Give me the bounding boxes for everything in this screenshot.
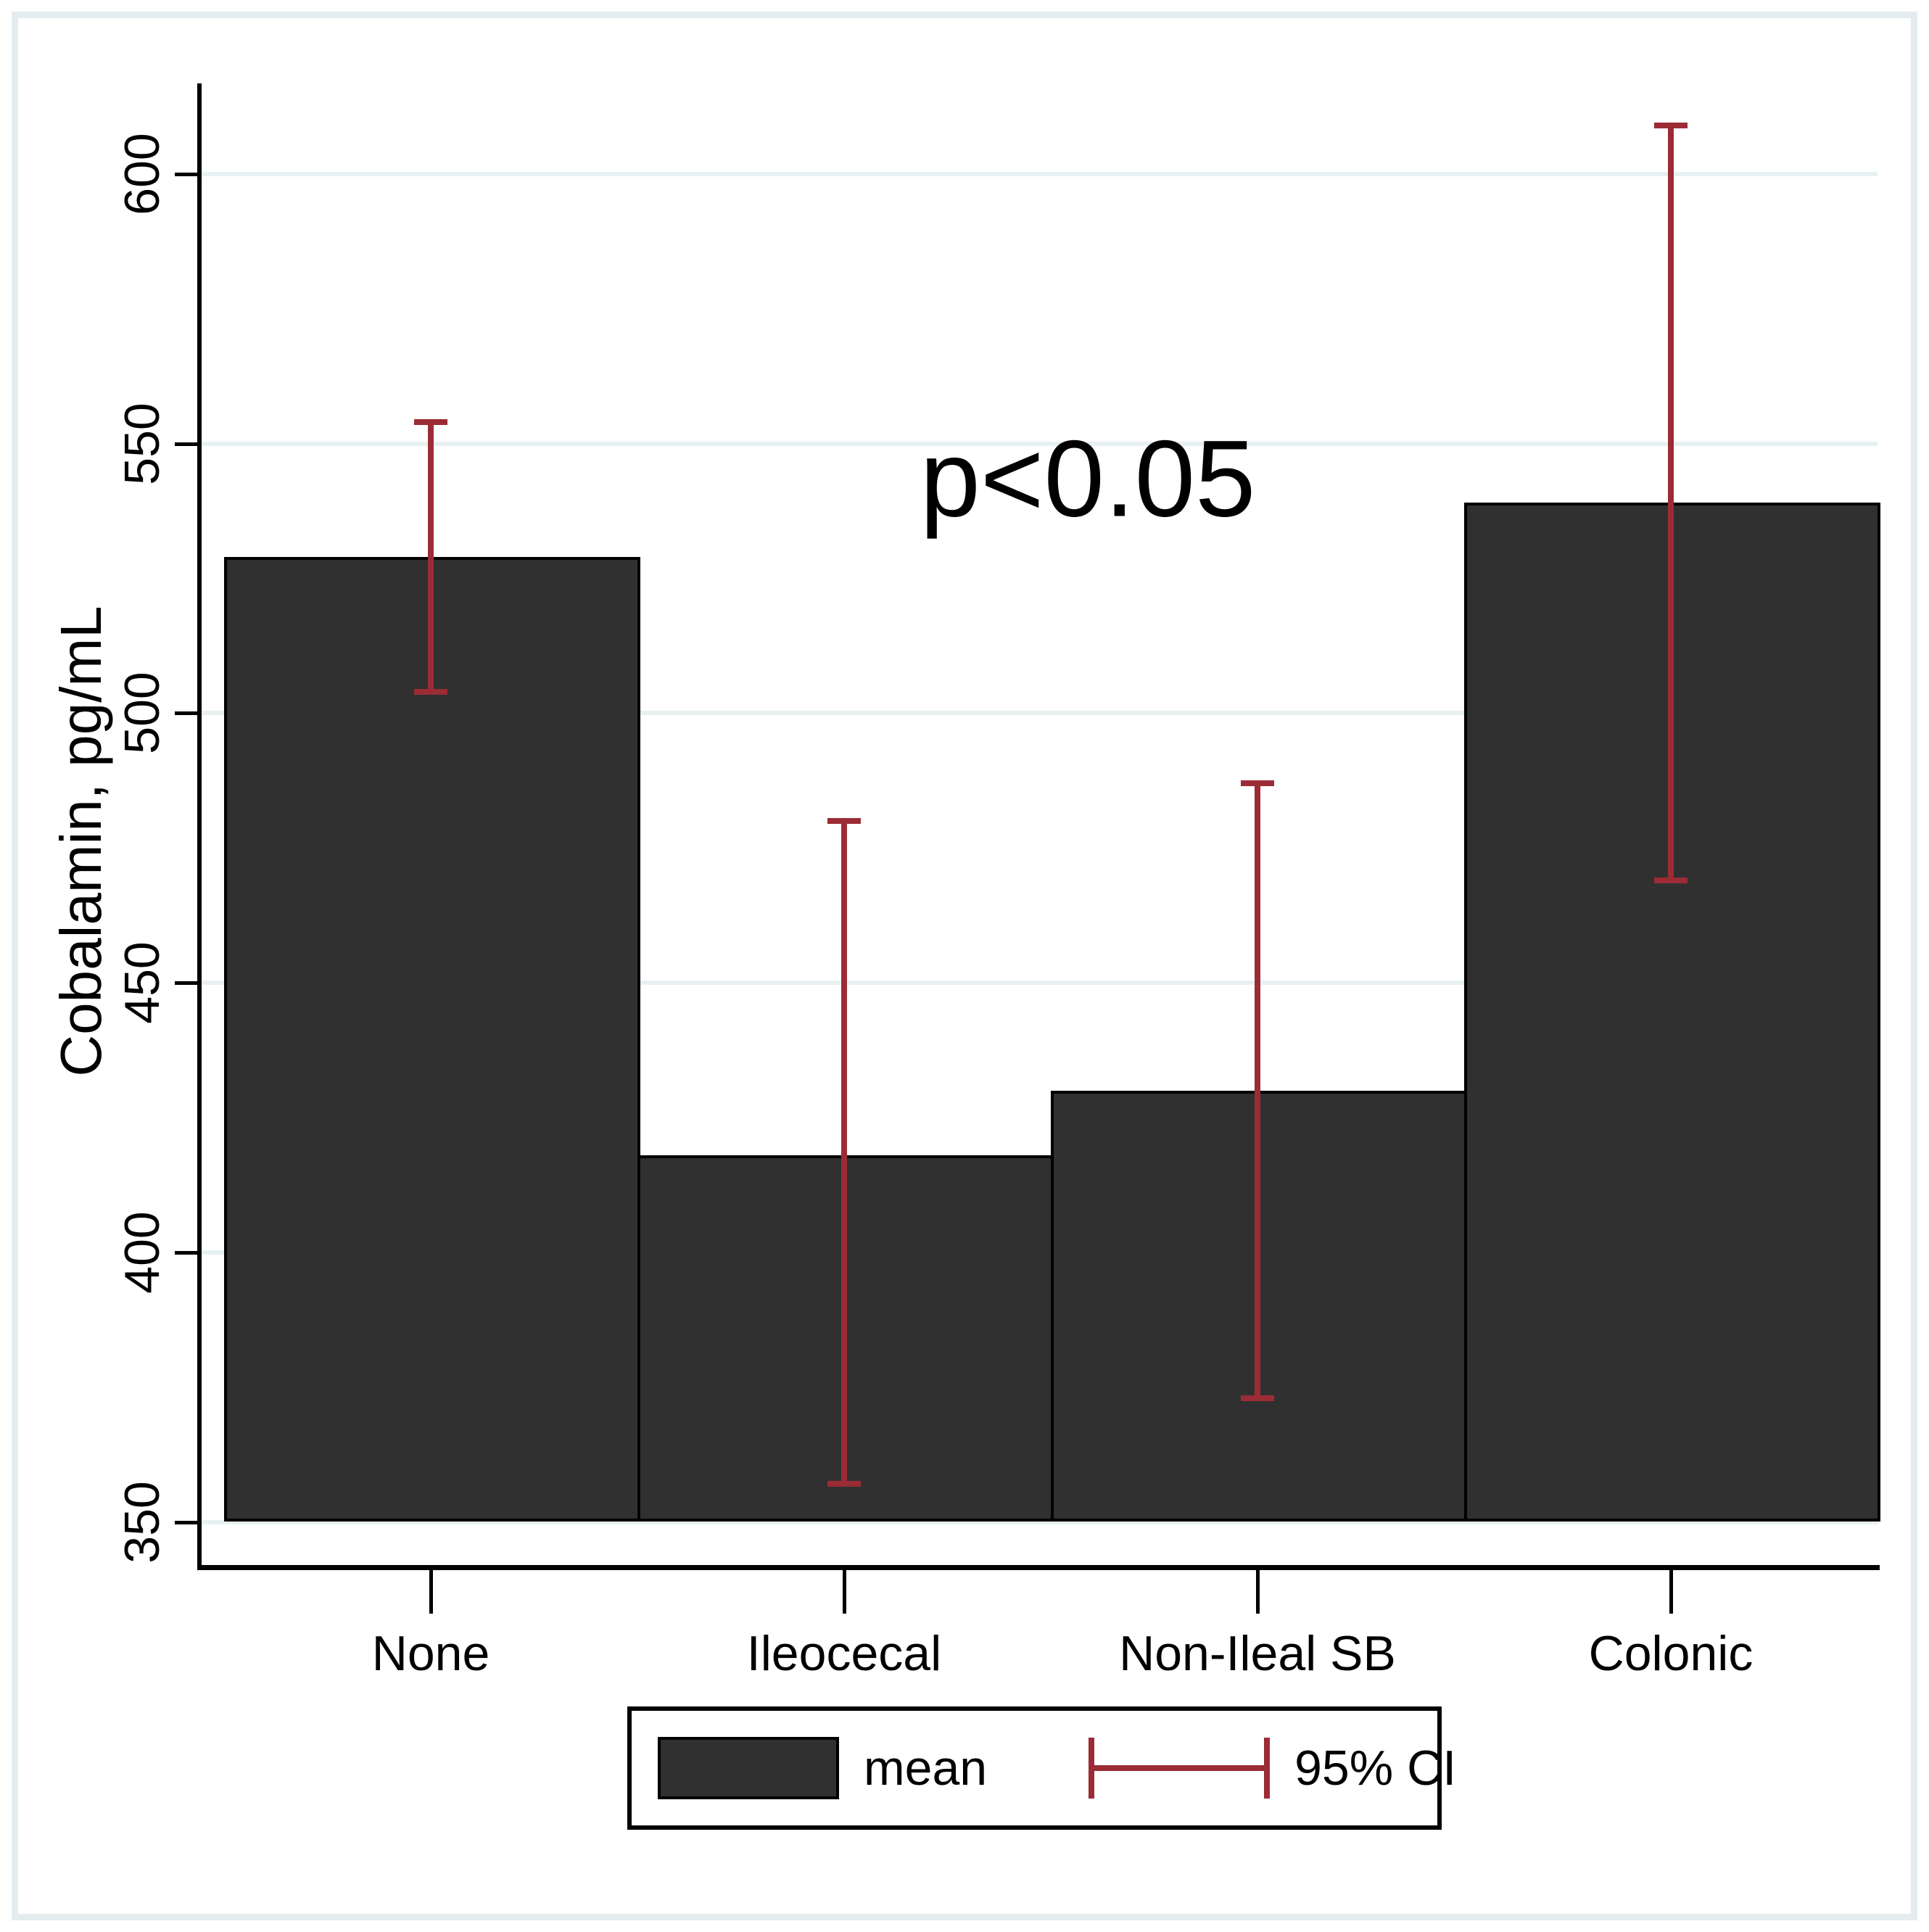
y-tick-600	[175, 173, 201, 176]
p-value-annotation: p<0.05	[920, 417, 1256, 540]
y-tick-label-550: 550	[115, 402, 170, 485]
y-tick-label-350: 350	[115, 1480, 170, 1564]
y-tick-label-400: 400	[115, 1211, 170, 1294]
legend-ci-line	[1089, 1765, 1271, 1771]
x-tick-colonic	[1669, 1570, 1673, 1614]
legend-mean-label: mean	[864, 1741, 988, 1796]
x-tick-non-ileal-sb	[1256, 1570, 1260, 1614]
gridline-600	[201, 172, 1878, 176]
x-tick-label-none: None	[371, 1626, 490, 1681]
y-tick-500	[175, 711, 201, 716]
y-tick-label-450: 450	[115, 941, 170, 1024]
error-bar-top-cap-colonic	[1654, 123, 1688, 129]
error-bar-bottom-cap-non-ileal-sb	[1241, 1395, 1274, 1401]
legend-ci-label: 95% CI	[1294, 1741, 1457, 1796]
x-tick-ileocecal	[843, 1570, 846, 1614]
y-tick-400	[175, 1250, 201, 1255]
error-bar-top-cap-ileocecal	[827, 818, 861, 825]
y-tick-350	[175, 1520, 201, 1524]
bar-none	[224, 556, 640, 1522]
x-tick-none	[429, 1570, 433, 1614]
gridline-350	[201, 1519, 1878, 1524]
x-tick-label-colonic: Colonic	[1588, 1626, 1754, 1681]
error-bar-stem-non-ileal-sb	[1255, 783, 1260, 1398]
error-bar-top-cap-none	[414, 418, 447, 425]
y-tick-label-500: 500	[115, 672, 170, 755]
error-bar-bottom-cap-none	[414, 688, 447, 695]
y-axis-title: Cobalamin, pg/mL	[49, 606, 113, 1077]
x-tick-label-ileocecal: Ileocecal	[746, 1626, 942, 1681]
x-axis-line	[197, 1565, 1880, 1570]
legend-mean-swatch	[658, 1737, 839, 1799]
figure-border-frame	[12, 12, 1917, 1920]
gridline-550	[201, 441, 1878, 446]
error-bar-top-cap-non-ileal-sb	[1241, 780, 1274, 787]
error-bar-bottom-cap-ileocecal	[827, 1481, 861, 1487]
error-bar-stem-none	[428, 421, 434, 692]
y-tick-450	[175, 981, 201, 986]
y-axis-line	[197, 83, 202, 1565]
gridline-500	[201, 711, 1878, 716]
error-bar-stem-colonic	[1668, 125, 1674, 880]
x-tick-label-non-ileal-sb: Non-Ileal SB	[1119, 1626, 1396, 1681]
gridline-450	[201, 981, 1878, 986]
legend-ci-icon	[1089, 1738, 1271, 1799]
legend-ci-left-cap	[1089, 1738, 1095, 1799]
error-bar-bottom-cap-colonic	[1654, 877, 1688, 883]
y-tick-550	[175, 442, 201, 446]
legend-ci-right-cap	[1264, 1738, 1271, 1799]
legend: mean 95% CI	[627, 1706, 1456, 1830]
error-bar-stem-ileocecal	[841, 821, 847, 1485]
y-tick-label-600: 600	[115, 133, 170, 215]
